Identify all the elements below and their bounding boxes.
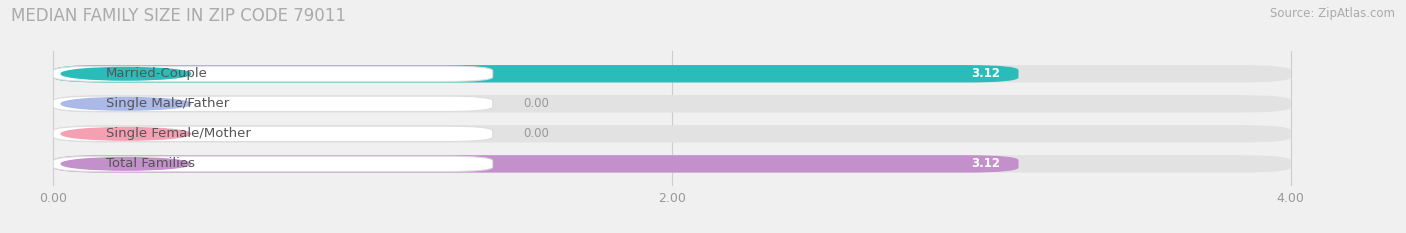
Circle shape [62, 158, 191, 170]
Text: Married-Couple: Married-Couple [105, 67, 208, 80]
Text: 0.00: 0.00 [523, 127, 550, 140]
Text: MEDIAN FAMILY SIZE IN ZIP CODE 79011: MEDIAN FAMILY SIZE IN ZIP CODE 79011 [11, 7, 346, 25]
FancyBboxPatch shape [53, 156, 492, 171]
Text: Single Male/Father: Single Male/Father [105, 97, 229, 110]
Circle shape [62, 68, 191, 80]
FancyBboxPatch shape [53, 66, 492, 82]
FancyBboxPatch shape [53, 155, 1291, 173]
FancyBboxPatch shape [53, 65, 1018, 82]
FancyBboxPatch shape [53, 96, 492, 111]
FancyBboxPatch shape [53, 125, 1291, 143]
Text: Single Female/Mother: Single Female/Mother [105, 127, 250, 140]
Circle shape [62, 98, 191, 110]
Text: Total Families: Total Families [105, 157, 195, 170]
FancyBboxPatch shape [53, 95, 1291, 113]
Text: 0.00: 0.00 [523, 97, 550, 110]
FancyBboxPatch shape [53, 65, 1291, 82]
FancyBboxPatch shape [53, 155, 1018, 173]
Text: Source: ZipAtlas.com: Source: ZipAtlas.com [1270, 7, 1395, 20]
Circle shape [62, 127, 191, 140]
FancyBboxPatch shape [53, 126, 492, 141]
Text: 3.12: 3.12 [972, 67, 1000, 80]
Text: 3.12: 3.12 [972, 157, 1000, 170]
